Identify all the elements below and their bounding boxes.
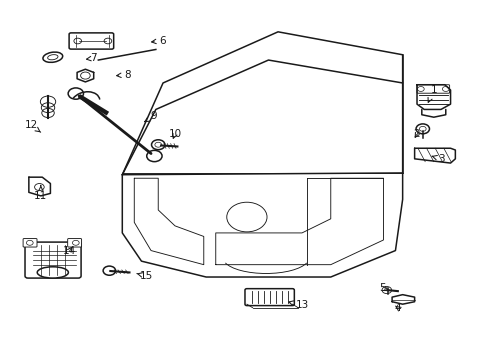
Text: 11: 11	[34, 185, 47, 201]
Text: 9: 9	[144, 112, 157, 122]
Text: 13: 13	[288, 300, 308, 310]
Ellipse shape	[37, 267, 68, 278]
Text: 14: 14	[63, 246, 76, 256]
Text: 2: 2	[413, 129, 420, 139]
FancyBboxPatch shape	[67, 239, 81, 247]
Text: 3: 3	[431, 154, 444, 164]
FancyBboxPatch shape	[69, 33, 113, 49]
Ellipse shape	[43, 52, 62, 62]
FancyBboxPatch shape	[23, 239, 37, 247]
FancyBboxPatch shape	[244, 289, 294, 306]
Text: 10: 10	[168, 129, 181, 139]
Text: 8: 8	[117, 70, 130, 80]
Text: 12: 12	[24, 120, 41, 132]
Ellipse shape	[47, 55, 58, 60]
Text: 6: 6	[151, 36, 166, 46]
Text: 7: 7	[86, 53, 97, 63]
FancyBboxPatch shape	[416, 85, 448, 93]
Text: 1: 1	[427, 85, 436, 102]
Text: 5: 5	[378, 283, 388, 293]
Text: 15: 15	[137, 271, 153, 281]
Text: 4: 4	[394, 303, 400, 313]
FancyBboxPatch shape	[25, 242, 81, 278]
